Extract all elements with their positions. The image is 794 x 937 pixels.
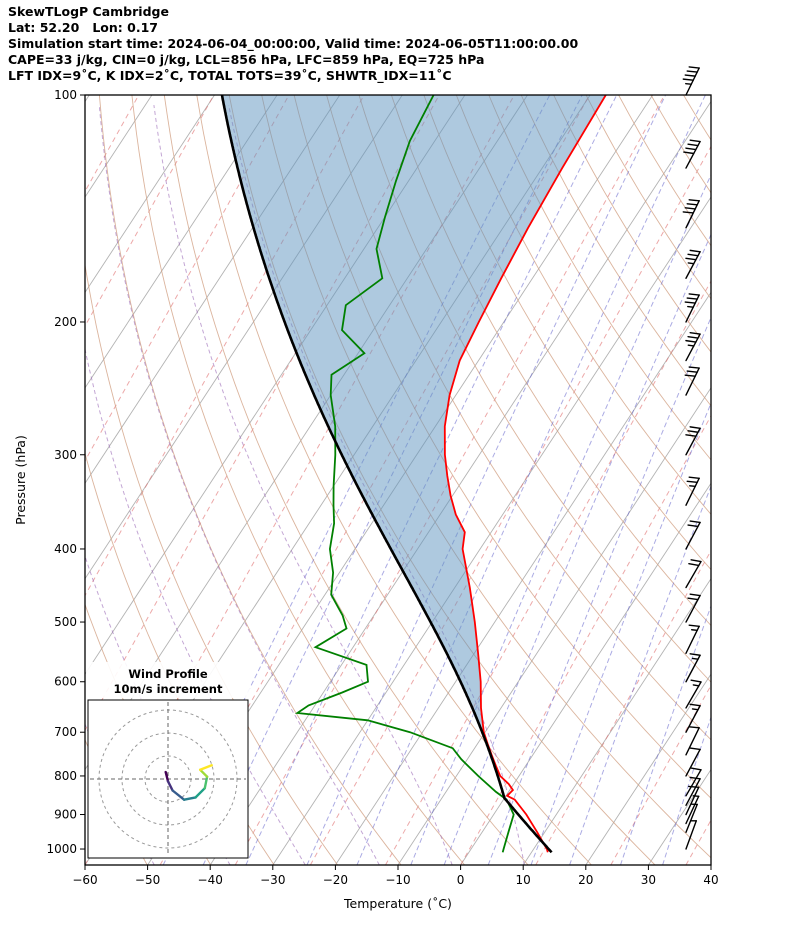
svg-text:−40: −40 [198, 873, 223, 887]
svg-text:20: 20 [578, 873, 593, 887]
svg-text:500: 500 [54, 615, 77, 629]
svg-text:400: 400 [54, 542, 77, 556]
hodograph-trace-segment [198, 764, 213, 771]
svg-text:40: 40 [703, 873, 718, 887]
figure-header: SkewTLogP Cambridge Lat: 52.20 Lon: 0.17… [8, 4, 578, 84]
temperature-curve [443, 95, 607, 853]
axes: −60 −50 −40 −30 −20 −10 0 10 20 30 40 100 200 300 400 5… [13, 88, 719, 911]
header-latlon: Lat: 52.20 Lon: 0.17 [8, 20, 158, 35]
hodograph-trace-segment [171, 789, 186, 801]
hodograph-trace-segment [166, 780, 174, 792]
dewpoint-curve [294, 95, 515, 853]
hodograph-trace-segment [203, 775, 209, 790]
svg-text:300: 300 [54, 448, 77, 462]
wind-barbs [682, 66, 702, 850]
sounding-curves [220, 95, 607, 854]
hodograph-trace-segment [198, 768, 209, 778]
hodograph-trace-segment [182, 796, 197, 801]
svg-text:1000: 1000 [46, 842, 77, 856]
x-axis-label: Temperature (˚C) [343, 896, 452, 911]
figure-title: SkewTLogP Cambridge [8, 4, 169, 19]
parcel-curve [220, 95, 553, 854]
svg-text:−60: −60 [72, 873, 97, 887]
svg-text:−50: −50 [135, 873, 160, 887]
svg-text:30: 30 [641, 873, 656, 887]
hodograph-trace-segment [164, 770, 170, 783]
svg-text:600: 600 [54, 675, 77, 689]
svg-text:200: 200 [54, 315, 77, 329]
svg-text:−20: −20 [323, 873, 348, 887]
header-times: Simulation start time: 2024-06-04_00:00:… [8, 36, 579, 51]
svg-text:100: 100 [54, 88, 77, 102]
hodograph-title: Wind Profile [128, 667, 208, 681]
svg-text:−30: −30 [260, 873, 285, 887]
hodograph-trace-segment [194, 787, 207, 799]
y-axis-label: Pressure (hPa) [13, 435, 28, 525]
svg-text:800: 800 [54, 769, 77, 783]
svg-text:10: 10 [516, 873, 531, 887]
header-indices-1: CAPE=33 j/kg, CIN=0 j/kg, LCL=856 hPa, L… [8, 52, 485, 67]
svg-text:700: 700 [54, 725, 77, 739]
svg-text:900: 900 [54, 808, 77, 822]
hodograph-subtitle: 10m/s increment [114, 682, 223, 696]
svg-text:0: 0 [457, 873, 465, 887]
svg-text:−10: −10 [385, 873, 410, 887]
header-indices-2: LFT IDX=9˚C, K IDX=2˚C, TOTAL TOTS=39˚C,… [8, 68, 452, 83]
stability-shaded-area [222, 95, 606, 744]
